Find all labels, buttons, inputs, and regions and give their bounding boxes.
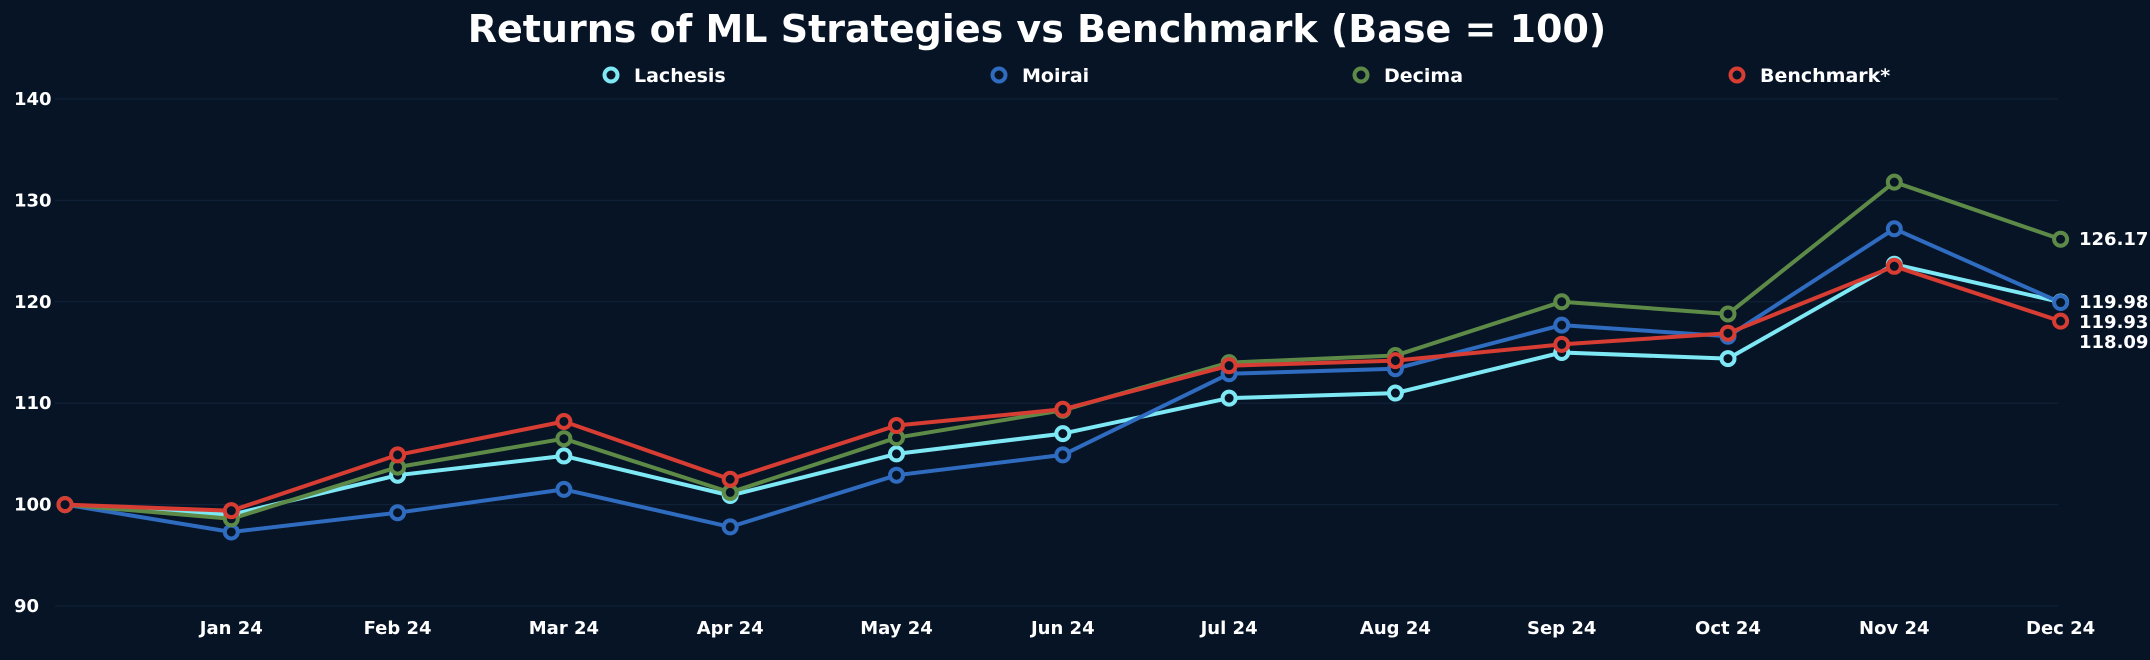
data-point [2052,312,2070,330]
data-point [888,466,905,484]
data-point [389,504,407,522]
legend-marker [602,66,620,84]
y-tick-label: 140 [14,89,52,110]
legend-marker [1728,66,1746,84]
legend-label: Moirai [1022,65,1089,87]
y-tick-label: 100 [14,495,52,516]
data-point [1719,350,1737,368]
data-point [389,446,407,464]
data-point [222,523,240,541]
y-tick-label: 90 [14,596,39,617]
legend-marker [1352,66,1370,84]
legend-label: Decima [1384,65,1463,87]
data-point [1885,173,1903,191]
end-value-label: 118.09 [2079,332,2148,353]
end-value-label: 119.98 [2079,292,2148,313]
data-point [1054,425,1072,443]
grid [55,98,2058,607]
data-point [1553,293,1571,311]
x-tick-label: Sep 24 [1527,618,1596,639]
data-point [1054,400,1072,418]
x-axis: Jan 24 Feb 24 Mar 24 Apr 24 May 24 Jun 24 Jul … [198,618,2095,639]
series-line-decima [63,180,2063,521]
chart-title: Returns of ML Strategies vs Benchmark (B… [468,7,1607,51]
data-point [1553,335,1571,353]
data-point [721,483,739,501]
data-point [56,496,74,514]
data-point [1719,305,1737,323]
legend-label: Lachesis [634,65,726,87]
data-point [1386,352,1404,370]
series-line-benchmark [63,264,2063,513]
data-point [555,430,573,448]
data-point [1220,357,1238,375]
data-point [2052,294,2070,312]
x-tick-label: Jun 24 [1029,618,1095,639]
x-tick-label: Aug 24 [1360,618,1431,639]
legend-label: Benchmark* [1760,65,1890,87]
x-tick-label: Nov 24 [1859,618,1929,639]
x-tick-label: Mar 24 [529,618,599,639]
data-point [721,470,739,488]
end-value-label: 119.93 [2079,312,2148,333]
data-point [222,502,240,520]
x-tick-label: Apr 24 [697,618,764,639]
x-tick-label: Oct 24 [1695,618,1761,639]
x-tick-label: Dec 24 [2026,618,2095,639]
data-point [1885,257,1903,275]
legend-marker [990,66,1008,84]
data-point [1220,389,1238,407]
y-axis: 90 100 110 120 130 140 [14,89,52,617]
data-point [888,445,905,463]
data-point [555,447,573,465]
x-tick-label: Feb 24 [364,618,432,639]
y-tick-label: 130 [14,190,52,211]
series-line-moirai [63,226,2063,534]
data-point [888,417,905,435]
end-value-label: 126.17 [2079,229,2148,250]
x-tick-label: May 24 [860,618,933,639]
data-point [555,480,573,498]
data-point [1054,446,1072,464]
data-point [1719,324,1737,342]
x-tick-label: Jul 24 [1199,618,1258,639]
data-point [1553,316,1571,334]
x-tick-label: Jan 24 [198,618,263,639]
data-point [1386,384,1404,402]
data-point [721,518,739,536]
series-points [56,173,2070,541]
series-lines [63,180,2063,534]
data-point [2052,230,2070,248]
y-tick-label: 120 [14,292,52,313]
legend: Lachesis Moirai Decima Benchmark* [602,65,1890,87]
data-point [1885,220,1903,238]
y-tick-label: 110 [14,393,52,414]
data-point [555,412,573,430]
